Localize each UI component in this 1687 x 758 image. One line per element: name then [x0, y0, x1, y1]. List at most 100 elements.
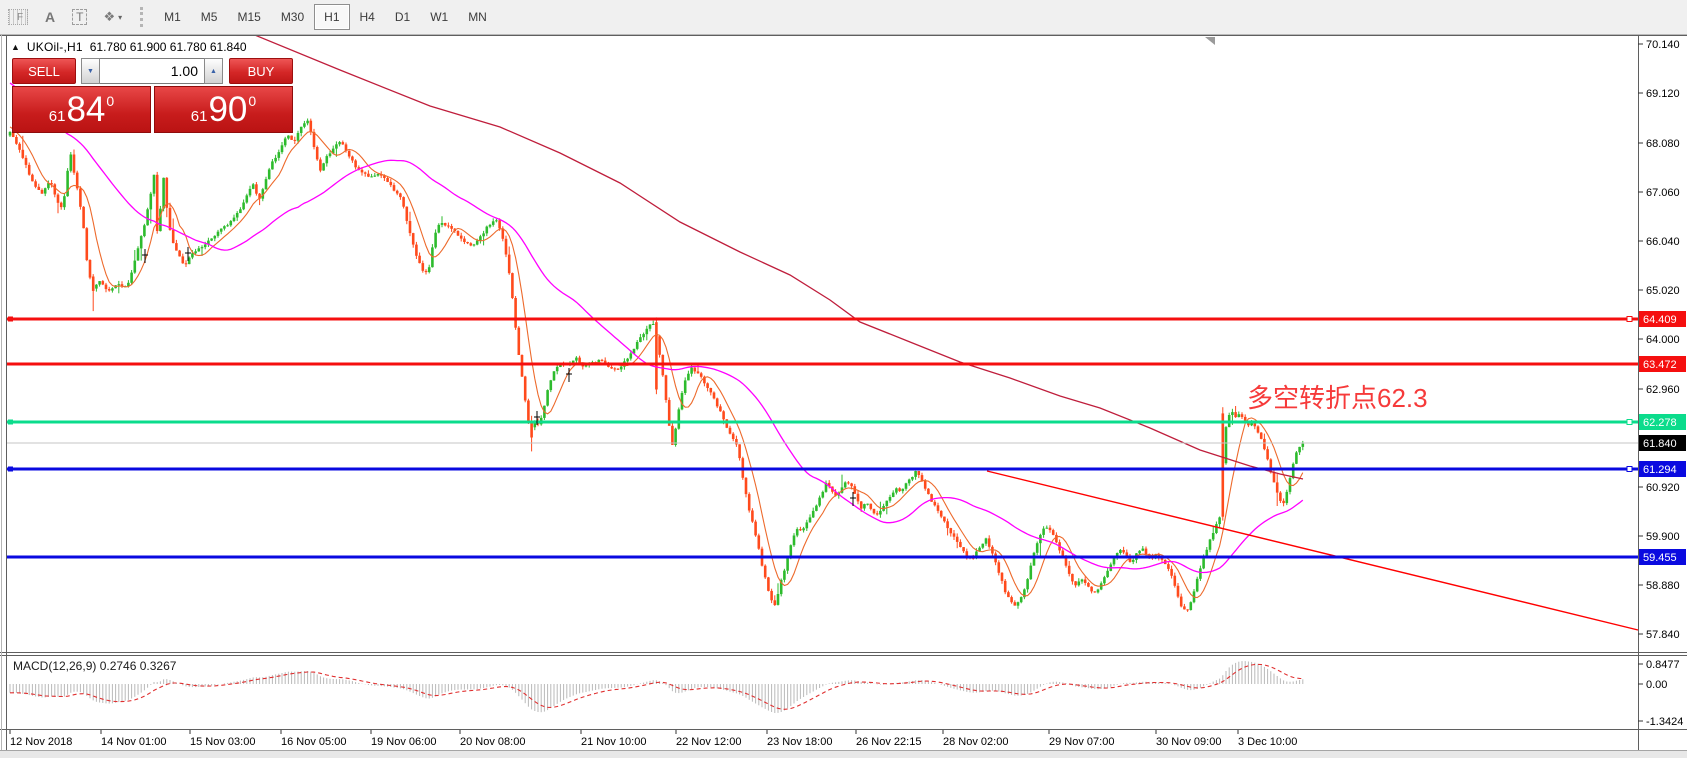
- candle-body: [827, 482, 831, 487]
- text-label-tool-button[interactable]: A: [37, 4, 63, 30]
- timeframe-button-m15[interactable]: M15: [227, 4, 270, 30]
- candle-body: [491, 221, 495, 225]
- candle-body: [789, 545, 793, 558]
- candle-body: [1090, 586, 1093, 592]
- candle-body: [1224, 427, 1228, 464]
- collapse-arrow-icon[interactable]: ▲: [11, 42, 20, 52]
- candle-body: [226, 225, 229, 227]
- candle-body: [235, 213, 239, 218]
- timeframe-button-h1[interactable]: H1: [314, 4, 350, 30]
- candle-body: [1295, 452, 1298, 464]
- chart-text-annotation[interactable]: 多空转折点62.3: [1247, 383, 1428, 413]
- candle-body: [1170, 568, 1173, 576]
- candle-body: [1023, 589, 1026, 598]
- candle-body: [511, 273, 514, 298]
- timeframe-button-mn[interactable]: MN: [458, 4, 497, 30]
- buy-button[interactable]: BUY: [229, 58, 293, 84]
- candle-body: [232, 217, 236, 221]
- hline-handle-right: [1626, 316, 1633, 322]
- candle-body: [360, 169, 364, 173]
- candle-body: [424, 270, 428, 273]
- candle-body: [347, 150, 351, 157]
- candle-body: [808, 517, 812, 523]
- ma-slow-magenta: [9, 82, 1304, 574]
- volume-decrease-button[interactable]: ▼: [81, 58, 100, 84]
- candle-body: [1064, 556, 1068, 566]
- toolbar-drag-handle[interactable]: [140, 7, 146, 27]
- x-axis-label: 15 Nov 03:00: [190, 736, 255, 748]
- candle-body: [1083, 579, 1087, 583]
- candle-body: [175, 243, 178, 251]
- price-badge: [1639, 461, 1686, 477]
- candle-body: [283, 138, 287, 146]
- candle-body: [411, 233, 415, 245]
- candle-body: [370, 176, 373, 178]
- candle-body: [475, 240, 479, 245]
- candle-body: [1202, 556, 1205, 569]
- candle-body: [683, 380, 687, 393]
- sell-price-prefix: 61: [48, 108, 66, 125]
- ma-fast-orange: [9, 126, 1304, 599]
- sell-button[interactable]: SELL: [12, 58, 76, 84]
- candle-body: [920, 475, 924, 481]
- candle-body: [1221, 413, 1225, 517]
- timeframe-button-d1[interactable]: D1: [385, 4, 420, 30]
- candle-body: [1125, 552, 1129, 556]
- timeframe-button-m5[interactable]: M5: [191, 4, 228, 30]
- candle-body: [437, 224, 441, 233]
- candle-body: [978, 547, 981, 552]
- timeframe-button-h4[interactable]: H4: [350, 4, 385, 30]
- chart-title: ▲ UKOil-,H1 61.780 61.900 61.780 61.840: [11, 40, 247, 54]
- text-tool-button[interactable]: T: [65, 4, 94, 30]
- price-badge-label: 64.409: [1643, 314, 1677, 326]
- candle-body: [178, 250, 181, 257]
- candle-body: [514, 298, 517, 328]
- volume-increase-button[interactable]: ▲: [204, 58, 223, 84]
- candle-body: [600, 359, 604, 361]
- candle-body: [104, 284, 108, 290]
- candle-body: [472, 244, 476, 246]
- candle-body: [639, 337, 642, 342]
- candle-body: [27, 164, 31, 175]
- timeframe-button-w1[interactable]: W1: [420, 4, 458, 30]
- volume-input[interactable]: [100, 58, 204, 84]
- cross-marker: [566, 368, 572, 382]
- x-axis-label: 22 Nov 12:00: [676, 736, 741, 748]
- candle-body: [18, 143, 21, 150]
- candle-body: [1183, 606, 1186, 610]
- price-badge-label: 62.278: [1643, 417, 1677, 429]
- candle-body: [757, 535, 761, 549]
- candle-body: [981, 543, 985, 548]
- candle-body: [872, 508, 876, 514]
- candle-body: [267, 169, 271, 180]
- candle-body: [168, 207, 172, 230]
- timeframe-button-m30[interactable]: M30: [271, 4, 314, 30]
- cross-marker: [142, 249, 148, 263]
- candle-body: [776, 594, 780, 605]
- candle-body: [1000, 572, 1004, 581]
- fibonacci-tool-button[interactable]: F: [1, 4, 35, 30]
- x-axis-label: 16 Nov 05:00: [281, 736, 346, 748]
- candle-body: [223, 226, 226, 229]
- candle-body: [306, 120, 309, 124]
- candle-body: [299, 126, 303, 133]
- x-axis-label: 3 Dec 10:00: [1238, 736, 1297, 748]
- candle-body: [520, 355, 524, 377]
- candle-body: [325, 156, 329, 164]
- candle-body: [1205, 549, 1209, 557]
- candle-body: [331, 148, 335, 154]
- candle-body: [722, 411, 725, 420]
- buy-price-panel[interactable]: 61 90 0: [154, 86, 293, 133]
- candle-body: [952, 533, 956, 537]
- timeframe-button-m1[interactable]: M1: [154, 4, 191, 30]
- candle-body: [85, 228, 89, 261]
- candle-body: [517, 327, 521, 355]
- candle-body: [459, 235, 463, 239]
- descending-trendline[interactable]: [986, 470, 1639, 631]
- sell-price-panel[interactable]: 61 84 0: [12, 86, 151, 133]
- candle-body: [421, 263, 425, 271]
- shapes-tool-button[interactable]: ❖ ▾: [96, 4, 129, 30]
- hline-handle-right: [1626, 466, 1633, 472]
- candle-body: [728, 427, 732, 434]
